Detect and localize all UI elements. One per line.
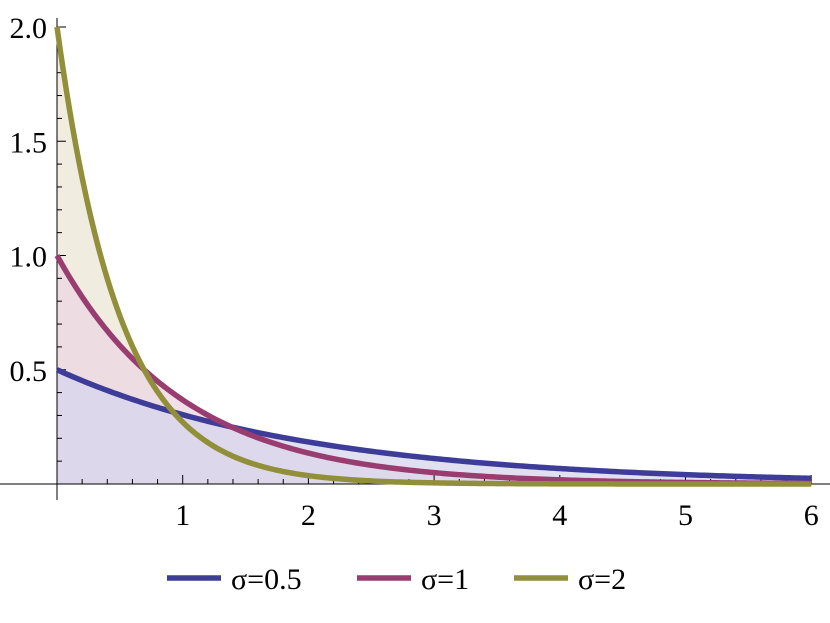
series-line-1	[55, 367, 812, 482]
legend-item-2: σ=1	[357, 563, 469, 596]
y-tick-label: 0.5	[10, 355, 48, 388]
legend-item-3: σ=2	[514, 563, 626, 596]
x-tick-label: 1	[175, 499, 190, 532]
legend-label: σ=2	[578, 563, 626, 596]
area-fills	[57, 27, 812, 484]
tick-labels: 1 2 3 4 5 6 0.5 1.0 1.5 2.0	[10, 12, 819, 532]
x-tick-label: 5	[678, 499, 693, 532]
y-tick-label: 1.5	[10, 126, 48, 159]
y-tick-label: 1.0	[10, 241, 48, 274]
x-tick-label: 3	[427, 499, 442, 532]
x-tick-label: 4	[552, 499, 567, 532]
series-line-3	[54, 26, 812, 487]
area-fill-series-1	[57, 369, 812, 484]
legend: σ=0.5 σ=1 σ=2	[167, 563, 626, 596]
legend-label: σ=1	[421, 563, 469, 596]
x-tick-label: 2	[301, 499, 316, 532]
legend-label: σ=0.5	[231, 563, 302, 596]
y-tick-label: 2.0	[10, 12, 48, 45]
x-tick-label: 6	[804, 499, 819, 532]
legend-item-1: σ=0.5	[167, 563, 302, 596]
series-lines	[54, 26, 812, 487]
